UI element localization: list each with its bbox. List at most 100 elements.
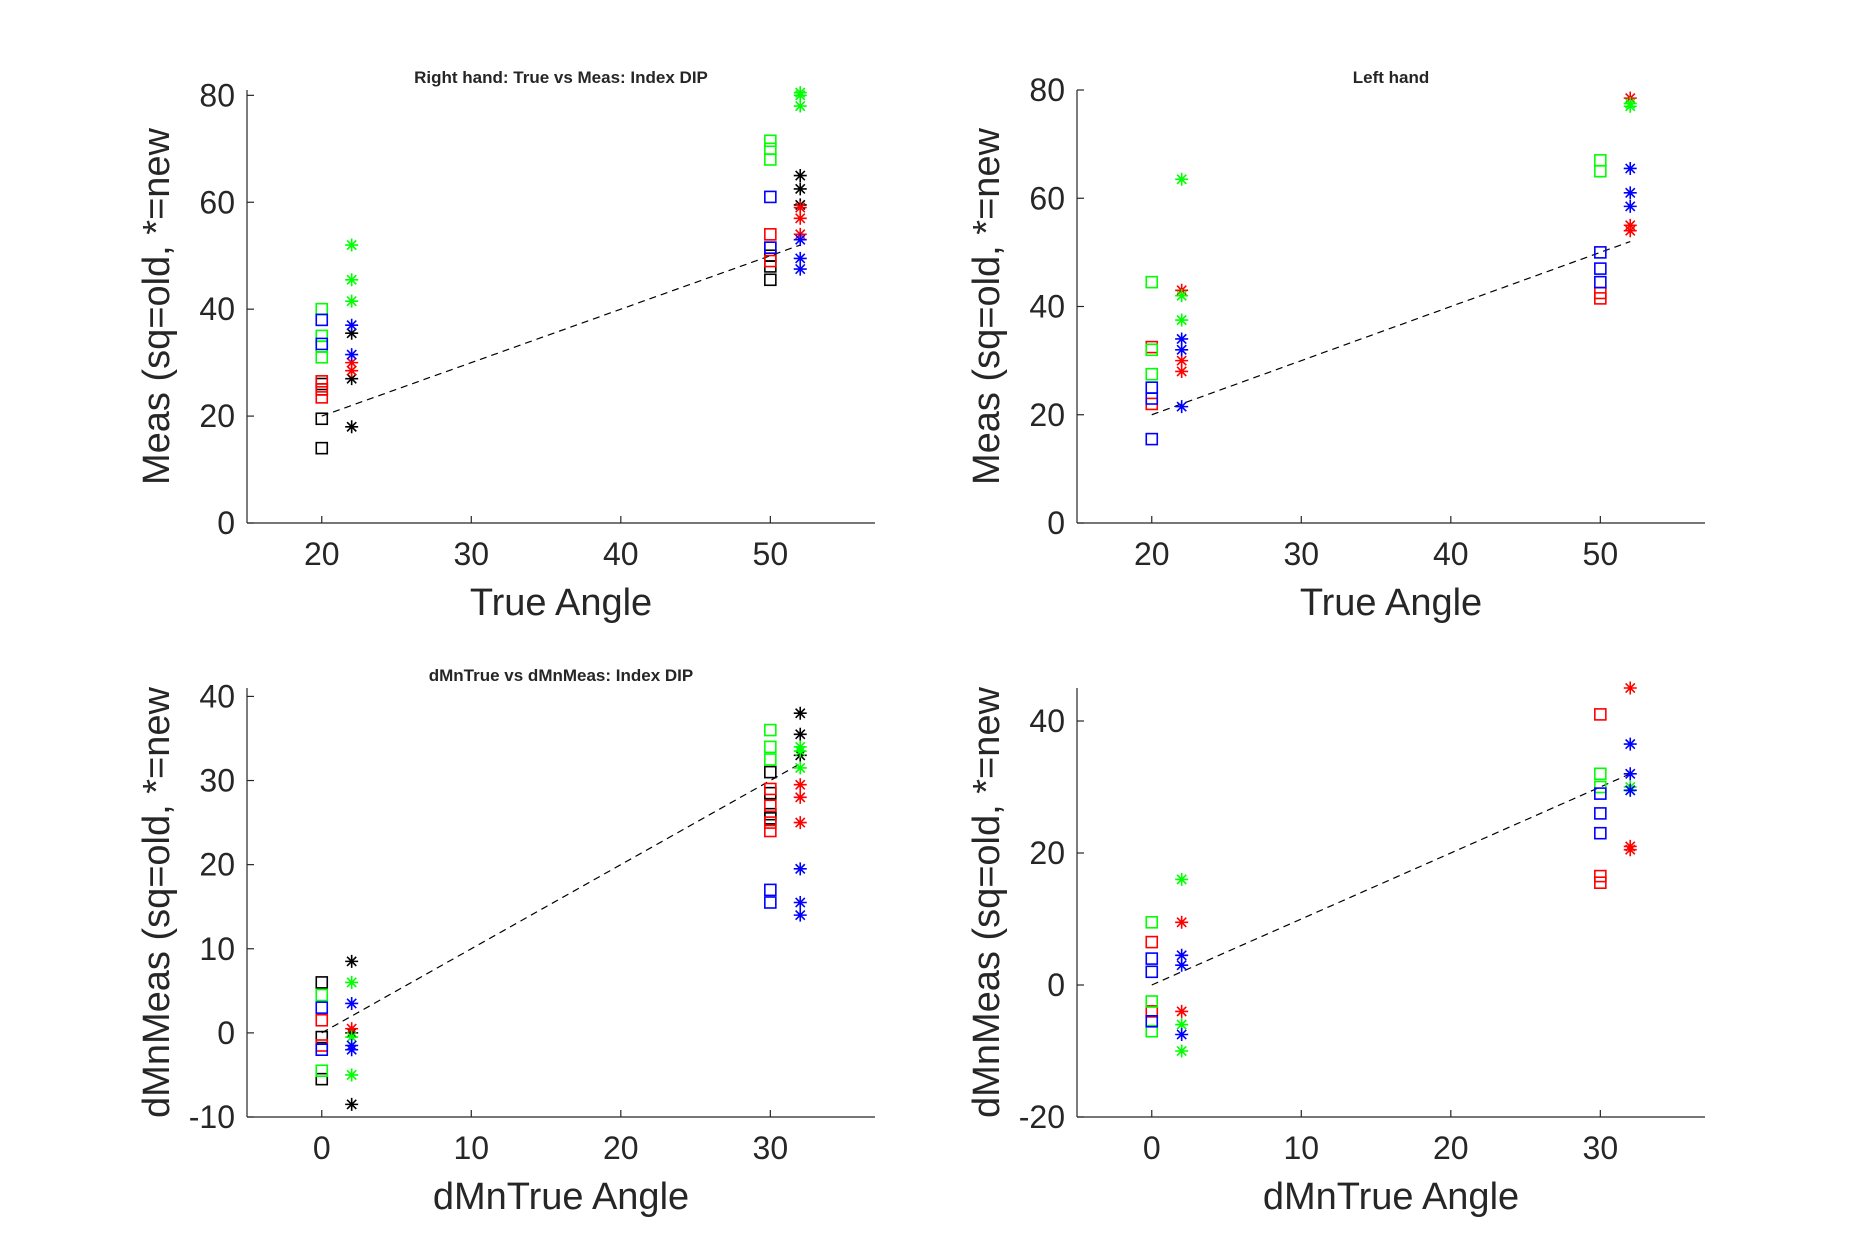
reference-line — [1151, 773, 1631, 986]
data-point-asterisk-green — [345, 1068, 359, 1082]
data-point-asterisk-blue — [793, 896, 807, 909]
data-point-asterisk-blue — [345, 996, 359, 1010]
data-point-asterisk-blue — [345, 1039, 359, 1052]
data-point-square-black — [315, 1072, 329, 1086]
plot-right-hand-true-vs-meas: 20 30 40 50 0 20 40 60 80 True Angle Meas (sq=old,… — [136, 68, 875, 624]
data-point-asterisk-blue — [1623, 783, 1637, 797]
data-point-square-blue — [1594, 246, 1607, 259]
data-point-square-green — [1145, 1024, 1159, 1038]
data-point-square-green — [315, 350, 329, 364]
data-point-square-red — [1145, 935, 1159, 949]
data-point-square-green — [315, 329, 329, 343]
data-point-square-green — [315, 302, 329, 316]
y-tick-label: 80 — [199, 77, 235, 113]
y-tick-label: 20 — [199, 847, 235, 883]
y-tick-label: 40 — [199, 291, 235, 327]
data-point-asterisk-blue — [1175, 958, 1189, 972]
data-point-square-red — [764, 799, 777, 813]
y-axis-label: Meas (sq=old, *=new — [136, 127, 178, 485]
data-point-square-black — [764, 807, 777, 821]
data-point-square-blue — [1594, 275, 1607, 289]
x-tick-label: 0 — [1143, 1130, 1161, 1166]
x-tick-label: 10 — [1283, 1130, 1319, 1166]
x-tick-label: 50 — [1583, 536, 1619, 572]
data-point-asterisk-blue — [793, 862, 807, 876]
x-tick-label: 30 — [753, 1130, 789, 1166]
data-point-square-red — [764, 824, 777, 838]
data-point-square-green — [315, 1064, 329, 1078]
data-point-square-green — [764, 153, 777, 166]
data-point-asterisk-black — [345, 326, 359, 340]
data-point-square-red — [1594, 869, 1607, 883]
data-point-square-blue — [315, 313, 329, 327]
data-point-asterisk-red — [345, 364, 359, 378]
plot-left-hand-true-vs-meas: 20 30 40 50 0 20 40 60 80 True Angle Meas (sq=old,… — [966, 68, 1705, 624]
data-point-asterisk-blue — [1175, 1028, 1189, 1041]
data-point-square-red — [764, 782, 777, 796]
y-tick-label: 20 — [199, 398, 235, 434]
data-point-square-blue — [1145, 1014, 1159, 1028]
plot-title: Left hand — [1353, 68, 1430, 87]
x-tick-label: 40 — [603, 536, 639, 572]
data-point-square-blue — [1594, 826, 1607, 840]
data-point-asterisk-red — [1175, 1004, 1189, 1018]
data-point-square-blue — [764, 883, 777, 897]
data-point-asterisk-blue — [1623, 186, 1637, 200]
plot-title: Right hand: True vs Meas: Index DIP — [414, 68, 708, 87]
reference-line — [1151, 240, 1631, 416]
data-point-asterisk-red — [345, 1022, 359, 1036]
y-tick-label: 40 — [1029, 289, 1065, 325]
y-tick-label: 10 — [199, 931, 235, 967]
y-tick-label: 60 — [1029, 180, 1065, 216]
data-point-asterisk-red — [793, 778, 807, 792]
data-point-square-red — [315, 383, 329, 396]
data-point-asterisk-blue — [793, 251, 807, 265]
data-point-asterisk-blue — [1623, 161, 1637, 175]
data-point-square-blue — [764, 190, 777, 204]
y-tick-label: 40 — [1029, 703, 1065, 739]
x-tick-label: 0 — [313, 1130, 331, 1166]
x-tick-label: 30 — [453, 536, 489, 572]
plot-left-hand-dmntrue-vs-dmnmeas: 0 10 20 30 -20 0 20 40 dMnTrue Angle dMnMeas (sq=… — [966, 681, 1705, 1218]
x-axis-label: True Angle — [1300, 582, 1482, 624]
y-tick-label: 20 — [1029, 835, 1065, 871]
data-point-square-green — [1145, 275, 1159, 289]
data-point-asterisk-red — [1175, 354, 1189, 368]
data-point-asterisk-green — [1623, 97, 1637, 111]
x-axis-label: dMnTrue Angle — [1263, 1176, 1519, 1218]
data-point-square-blue — [315, 1001, 329, 1014]
data-point-square-black — [315, 412, 329, 426]
data-point-asterisk-red — [793, 211, 807, 225]
data-point-square-green — [1594, 154, 1607, 167]
y-tick-label: 20 — [1029, 397, 1065, 433]
data-point-asterisk-green — [1175, 872, 1189, 886]
data-point-asterisk-green — [793, 761, 807, 775]
data-point-square-red — [764, 241, 777, 254]
data-point-square-blue — [1145, 965, 1159, 979]
data-point-asterisk-blue — [1623, 767, 1637, 781]
data-point-asterisk-green — [1175, 1018, 1189, 1032]
data-point-square-black — [764, 786, 777, 800]
data-point-square-red — [764, 816, 777, 829]
y-tick-label: -10 — [189, 1099, 235, 1135]
data-point-square-red — [764, 228, 777, 241]
data-point-square-green — [1145, 367, 1159, 381]
y-tick-label: 60 — [199, 184, 235, 220]
x-tick-label: 20 — [304, 536, 340, 572]
data-point-square-blue — [1594, 787, 1607, 800]
data-point-asterisk-blue — [345, 348, 359, 362]
data-point-square-green — [764, 142, 777, 156]
x-tick-label: 20 — [603, 1130, 639, 1166]
data-point-asterisk-black — [345, 1097, 359, 1111]
y-tick-label: 0 — [217, 1015, 235, 1051]
data-point-asterisk-blue — [1175, 343, 1189, 357]
y-axis-label: dMnMeas (sq=old, *=new — [966, 687, 1008, 1118]
data-point-square-green — [764, 740, 777, 754]
data-point-square-black — [764, 812, 777, 825]
data-point-asterisk-blue — [793, 233, 807, 247]
data-point-asterisk-blue — [793, 262, 807, 276]
data-point-asterisk-green — [1175, 1044, 1189, 1058]
data-point-asterisk-black — [793, 169, 807, 183]
data-point-square-red — [1594, 708, 1607, 721]
data-point-square-green — [764, 753, 777, 766]
